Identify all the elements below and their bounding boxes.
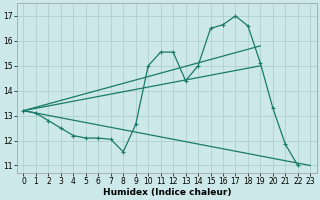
X-axis label: Humidex (Indice chaleur): Humidex (Indice chaleur) [103,188,231,197]
